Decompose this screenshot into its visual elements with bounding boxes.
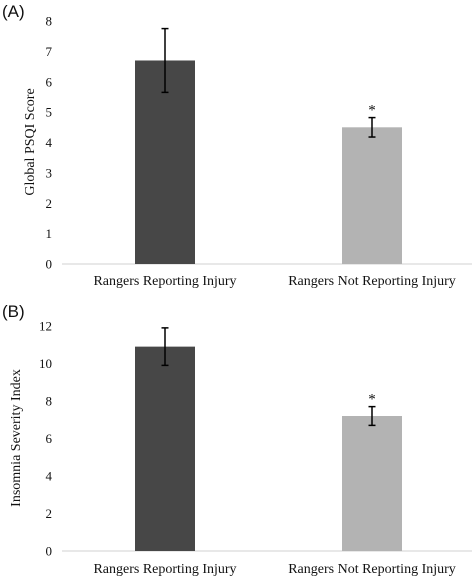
y-tick-label-b: 2 bbox=[46, 506, 53, 521]
bar-b-1 bbox=[342, 416, 402, 551]
significance-marker-b: * bbox=[368, 392, 376, 408]
panel-label-b: (B) bbox=[2, 302, 25, 321]
bars-a: * bbox=[135, 27, 402, 264]
y-tick-label-a: 0 bbox=[46, 257, 53, 272]
error-bar-b-1 bbox=[368, 405, 376, 427]
bars-b: * bbox=[135, 327, 402, 551]
y-ticks-a: 0 1 2 3 4 5 6 7 8 bbox=[46, 14, 53, 272]
category-label-a-0: Rangers Reporting Injury bbox=[93, 274, 236, 289]
y-tick-label-a: 6 bbox=[46, 74, 53, 89]
category-label-b-1: Rangers Not Reporting Injury bbox=[288, 562, 456, 577]
bar-b-0 bbox=[135, 346, 195, 551]
y-tick-label-a: 5 bbox=[46, 105, 53, 120]
bar-a-0 bbox=[135, 60, 195, 264]
y-tick-label-b: 12 bbox=[39, 319, 52, 334]
error-bar-a-0 bbox=[161, 27, 169, 94]
y-tick-label-b: 8 bbox=[46, 394, 53, 409]
y-tick-label-b: 10 bbox=[39, 356, 52, 371]
y-axis-label-b: Insomnia Severity Index bbox=[9, 369, 24, 507]
y-ticks-b: 0 2 4 6 8 10 12 bbox=[39, 319, 53, 559]
y-tick-label-a: 4 bbox=[46, 135, 53, 150]
y-tick-label-a: 1 bbox=[46, 226, 53, 241]
y-axis-label-a: Global PSQI Score bbox=[23, 88, 38, 195]
y-tick-label-a: 2 bbox=[46, 196, 53, 211]
significance-marker-a: * bbox=[368, 103, 376, 119]
y-tick-label-a: 8 bbox=[46, 14, 53, 29]
y-tick-label-b: 0 bbox=[46, 544, 53, 559]
error-bar-b-0 bbox=[161, 327, 169, 367]
y-tick-label-a: 3 bbox=[46, 165, 53, 180]
category-label-a-1: Rangers Not Reporting Injury bbox=[288, 274, 456, 289]
category-label-b-0: Rangers Reporting Injury bbox=[93, 562, 236, 577]
error-bar-a-1 bbox=[368, 116, 376, 138]
bar-a-1 bbox=[342, 127, 402, 264]
panel-a: (A) Global PSQI Score 0 1 2 3 4 5 6 7 8 * Ranger… bbox=[2, 2, 472, 289]
y-tick-label-a: 7 bbox=[46, 44, 53, 59]
y-tick-label-b: 4 bbox=[46, 469, 53, 484]
y-tick-label-b: 6 bbox=[46, 431, 53, 446]
panel-label-a: (A) bbox=[2, 2, 25, 21]
